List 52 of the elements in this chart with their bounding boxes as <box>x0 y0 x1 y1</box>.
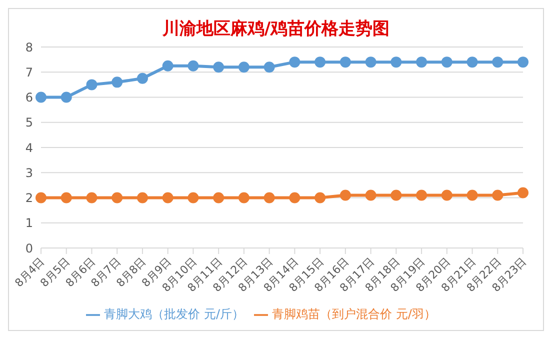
point <box>365 56 376 68</box>
point <box>314 56 326 68</box>
point <box>60 192 72 204</box>
point <box>466 56 478 68</box>
point <box>340 190 351 201</box>
point <box>60 92 72 103</box>
point <box>136 192 148 204</box>
point <box>340 56 351 68</box>
point <box>441 56 452 68</box>
point <box>390 56 402 68</box>
point <box>238 62 250 73</box>
point <box>289 56 300 68</box>
y-tick-label: 1 <box>25 216 33 230</box>
point <box>365 190 376 201</box>
y-tick-label: 5 <box>25 116 33 130</box>
point <box>36 192 46 204</box>
point <box>112 192 123 204</box>
point <box>492 190 504 201</box>
y-tick-label: 4 <box>25 140 33 155</box>
point <box>390 190 402 201</box>
y-tick-label: 7 <box>25 65 33 80</box>
point <box>162 192 174 204</box>
point <box>289 192 300 204</box>
point <box>86 79 98 90</box>
point <box>264 192 275 204</box>
legend-label: 青脚鸡苗（到户混合价 元/羽） <box>272 307 436 321</box>
point <box>86 192 98 204</box>
point <box>136 72 148 84</box>
y-tick-label: 8 <box>25 40 33 54</box>
chart-title: 川渝地区麻鸡/鸡苗价格走势图 <box>161 18 391 39</box>
point <box>162 60 174 72</box>
point <box>213 192 224 204</box>
y-tick-label: 2 <box>25 191 33 206</box>
point <box>238 192 250 204</box>
point <box>314 192 326 204</box>
y-tick-label: 3 <box>25 166 33 180</box>
point <box>492 56 504 68</box>
y-tick-label: 0 <box>25 241 33 256</box>
point <box>112 76 123 88</box>
point <box>416 190 428 201</box>
point <box>188 192 199 204</box>
point <box>188 60 199 72</box>
point <box>466 190 478 201</box>
legend-label: 青脚大鸡（批发价 元/斤） <box>104 307 244 321</box>
point <box>36 92 46 103</box>
y-tick-label: 6 <box>25 90 33 105</box>
point <box>264 62 275 73</box>
point <box>518 56 528 68</box>
point <box>518 187 528 198</box>
point <box>213 62 224 73</box>
point <box>441 190 452 201</box>
point <box>416 56 428 68</box>
